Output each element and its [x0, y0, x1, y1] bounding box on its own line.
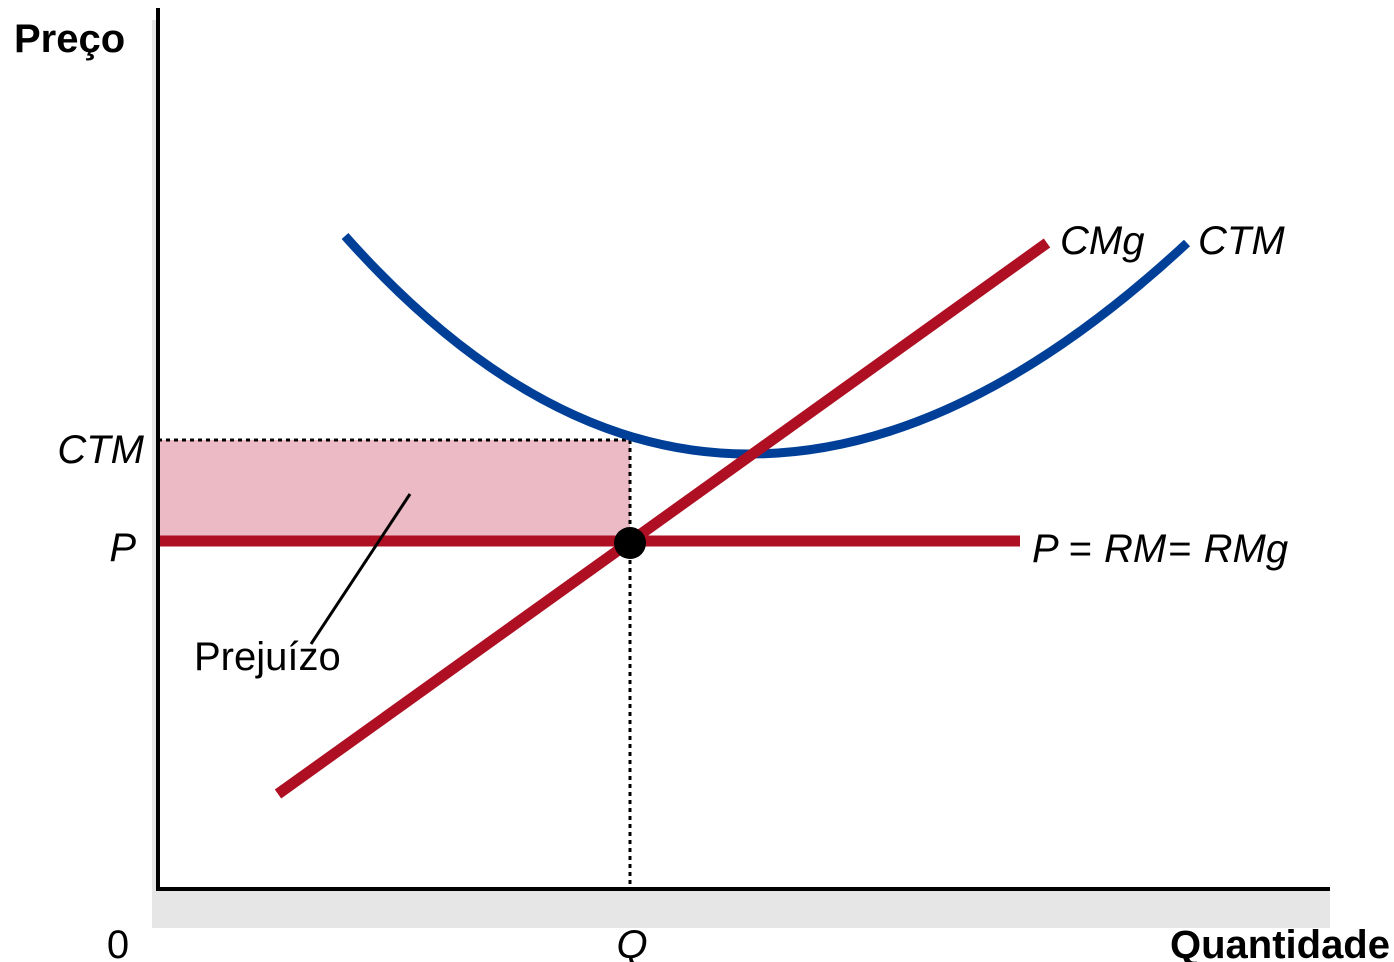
- x-axis-title: Quantidade: [1170, 923, 1390, 962]
- x-tick-quantity: Q: [616, 923, 647, 962]
- y-axis-title: Preço: [14, 17, 125, 61]
- demand-label-rmg: RMg: [1204, 527, 1288, 571]
- y-tick-price: P: [109, 526, 136, 570]
- loss-region: [158, 440, 630, 541]
- demand-label-eq2: =: [1168, 527, 1191, 571]
- demand-label-rm: RM: [1104, 527, 1167, 571]
- loss-label: Prejuízo: [194, 635, 341, 679]
- demand-label-p: P: [1032, 527, 1059, 571]
- demand-label-eq1: =: [1069, 527, 1092, 571]
- mc-label: CMg: [1060, 219, 1144, 263]
- equilibrium-point: [614, 527, 646, 559]
- y-tick-atc: CTM: [57, 428, 144, 472]
- atc-label: CTM: [1198, 219, 1285, 263]
- loss-pointer: [309, 493, 412, 645]
- demand-label: P = RM= RMg: [1032, 527, 1288, 571]
- origin-label: 0: [107, 923, 129, 962]
- mc-line: [274, 238, 1051, 799]
